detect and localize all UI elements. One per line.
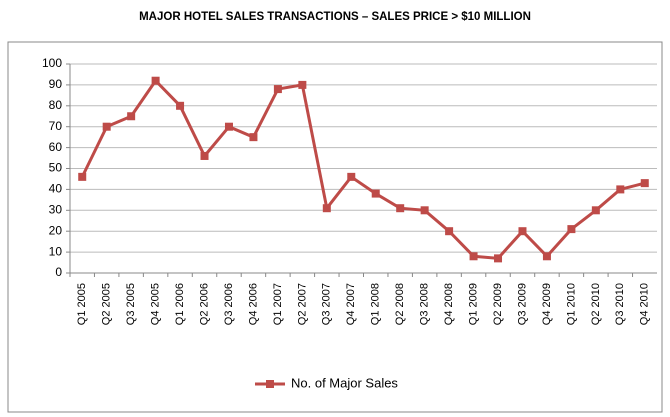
- data-point: [371, 189, 380, 198]
- data-point: [347, 172, 356, 181]
- data-point: [127, 112, 136, 121]
- data-point: [78, 172, 87, 181]
- data-point: [249, 133, 258, 142]
- data-point: [224, 122, 233, 131]
- data-point: [420, 206, 429, 215]
- legend-marker: [266, 380, 274, 388]
- data-point: [298, 80, 307, 89]
- data-point: [640, 179, 649, 188]
- x-tick-label: Q3 2007: [321, 283, 333, 325]
- y-tick-label: 30: [49, 202, 63, 216]
- y-tick-label: 40: [49, 182, 63, 196]
- data-point: [102, 122, 111, 131]
- x-tick-label: Q2 2008: [394, 283, 406, 325]
- data-point: [151, 76, 160, 85]
- x-tick-label: Q1 2008: [370, 283, 382, 325]
- x-tick-label: Q2 2007: [296, 283, 308, 325]
- data-point: [542, 252, 551, 261]
- data-point: [567, 225, 576, 234]
- data-point: [469, 252, 478, 261]
- data-point: [445, 227, 454, 236]
- y-tick-label: 100: [42, 56, 62, 70]
- series-line: [80, 78, 646, 260]
- x-tick-label: Q4 2005: [150, 283, 162, 325]
- x-tick-label: Q2 2009: [492, 283, 504, 325]
- data-point: [591, 206, 600, 215]
- data-point: [494, 254, 503, 263]
- data-point: [518, 227, 527, 236]
- data-point: [396, 204, 405, 213]
- x-tick-label: Q4 2009: [541, 283, 553, 325]
- y-tick-label: 90: [49, 77, 63, 91]
- data-point: [176, 101, 185, 110]
- x-tick-label: Q2 2006: [198, 283, 210, 325]
- x-tick-label: Q1 2009: [467, 283, 479, 325]
- x-tick-label: Q3 2005: [125, 283, 137, 325]
- y-tick-label: 0: [55, 265, 62, 279]
- data-point: [273, 85, 282, 94]
- y-tick-label: 10: [49, 244, 63, 258]
- y-tick-label: 80: [49, 98, 63, 112]
- x-tick-label: Q2 2005: [101, 283, 113, 325]
- x-tick-label: Q1 2010: [565, 283, 577, 325]
- x-tick-label: Q1 2005: [76, 283, 88, 325]
- data-point: [616, 185, 625, 194]
- x-tick-label: Q4 2008: [443, 283, 455, 325]
- x-tick-label: Q4 2007: [345, 283, 357, 325]
- y-tick-label: 20: [49, 223, 63, 237]
- y-tick-label: 70: [49, 119, 63, 133]
- y-tick-label: 50: [49, 161, 63, 175]
- chart-title: MAJOR HOTEL SALES TRANSACTIONS – SALES P…: [139, 11, 531, 23]
- y-tick-label: 60: [49, 140, 63, 154]
- data-point: [200, 151, 209, 160]
- legend-label: No. of Major Sales: [291, 375, 398, 390]
- x-tick-label: Q3 2009: [516, 283, 528, 325]
- x-tick-label: Q4 2010: [639, 283, 651, 325]
- x-tick-label: Q3 2010: [614, 283, 626, 325]
- data-point: [322, 204, 331, 213]
- x-tick-label: Q3 2008: [419, 283, 431, 325]
- x-tick-label: Q1 2006: [174, 283, 186, 325]
- x-tick-label: Q3 2006: [223, 283, 235, 325]
- chart-border: [7, 41, 663, 413]
- x-tick-label: Q2 2010: [590, 283, 602, 325]
- x-tick-label: Q4 2006: [247, 283, 259, 325]
- x-tick-label: Q1 2007: [272, 283, 284, 325]
